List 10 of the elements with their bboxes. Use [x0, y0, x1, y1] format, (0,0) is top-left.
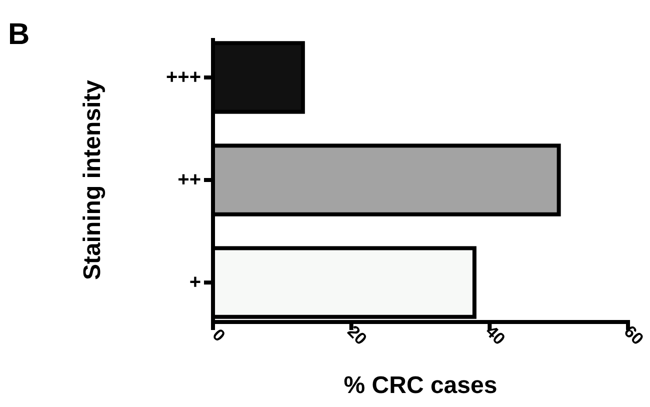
y-tick-label: +++	[166, 66, 201, 88]
x-tick-label: 40	[482, 322, 509, 349]
y-tick-label: ++	[178, 169, 201, 191]
y-tick-label: +	[189, 272, 201, 294]
text: B	[8, 18, 30, 51]
x-tick-label: 20	[344, 322, 370, 349]
y-axis-title: Staining intensity	[79, 79, 106, 280]
x-tick-label: 60	[620, 322, 648, 349]
x-tick-label: 0	[208, 325, 229, 346]
x-axis-title: % CRC cases	[344, 372, 498, 399]
